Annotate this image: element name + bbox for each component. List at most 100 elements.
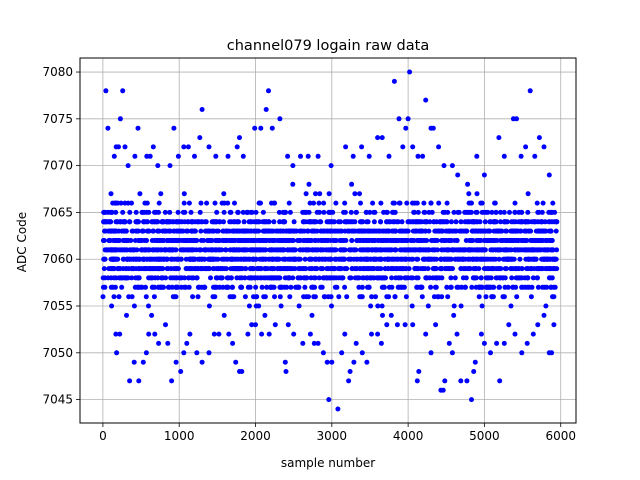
data-point <box>411 209 417 215</box>
data-point <box>136 378 142 384</box>
data-point <box>482 238 488 243</box>
data-point <box>432 284 438 290</box>
data-point <box>194 275 200 281</box>
data-point <box>462 247 468 253</box>
data-point <box>241 238 247 243</box>
data-point <box>471 369 477 374</box>
data-point <box>240 209 246 215</box>
data-point <box>394 322 400 328</box>
data-point <box>366 228 372 234</box>
data-point <box>302 284 308 290</box>
data-point <box>430 125 436 131</box>
data-point <box>231 219 237 225</box>
data-point <box>284 284 290 290</box>
data-point <box>459 256 465 262</box>
data-point <box>455 284 461 290</box>
data-point <box>274 238 280 243</box>
data-point <box>541 144 547 150</box>
data-point <box>403 294 409 300</box>
data-point <box>252 228 257 234</box>
data-point <box>454 238 460 243</box>
data-point <box>471 228 477 234</box>
data-point <box>512 247 518 253</box>
data-point <box>192 266 198 272</box>
data-point <box>333 200 339 206</box>
data-point <box>259 275 264 281</box>
data-point <box>547 266 553 272</box>
data-point <box>174 219 180 225</box>
data-point <box>223 238 229 243</box>
data-point <box>122 247 128 253</box>
data-point <box>290 238 296 243</box>
data-point <box>287 228 293 234</box>
data-point <box>384 322 390 328</box>
data-point <box>353 209 359 215</box>
data-point <box>410 275 416 281</box>
data-point <box>474 219 480 225</box>
data-point <box>399 228 405 234</box>
data-point <box>548 228 554 234</box>
data-point <box>474 191 480 197</box>
data-point <box>213 266 219 272</box>
data-point <box>150 144 156 150</box>
data-point <box>395 238 401 243</box>
data-point <box>361 228 367 234</box>
data-point <box>542 284 548 290</box>
data-point <box>543 303 549 309</box>
data-point <box>386 153 392 159</box>
data-point <box>378 340 384 346</box>
data-point <box>143 294 149 300</box>
data-point <box>277 219 283 225</box>
data-point <box>526 284 532 290</box>
data-point <box>374 275 380 281</box>
data-point <box>336 219 342 225</box>
data-point <box>217 275 223 281</box>
data-point <box>223 247 229 253</box>
data-point <box>336 294 342 300</box>
data-point <box>249 322 255 328</box>
data-point <box>108 191 114 197</box>
data-point <box>405 116 411 122</box>
data-point <box>228 209 234 215</box>
data-point <box>198 228 204 234</box>
data-point <box>113 238 119 243</box>
data-point <box>307 266 313 272</box>
data-point <box>430 238 436 243</box>
data-point <box>162 209 168 215</box>
data-point <box>363 209 369 215</box>
data-point <box>163 322 168 328</box>
data-point <box>140 256 146 262</box>
data-point <box>232 200 237 206</box>
data-point <box>129 275 135 281</box>
data-point <box>129 228 135 234</box>
data-point <box>156 238 162 243</box>
data-point <box>501 294 507 300</box>
data-point <box>318 266 324 272</box>
data-point <box>215 238 221 243</box>
data-point <box>357 228 363 234</box>
data-point <box>109 303 115 309</box>
data-point <box>510 238 516 243</box>
data-point <box>306 181 312 187</box>
data-point <box>159 275 165 281</box>
data-point <box>512 209 518 215</box>
data-point <box>464 378 470 384</box>
data-point <box>156 200 162 206</box>
x-tick-label: 0 <box>99 429 107 443</box>
data-point <box>128 238 134 243</box>
data-point <box>322 294 328 300</box>
data-point <box>113 209 119 215</box>
data-point <box>302 219 308 225</box>
data-point <box>498 266 504 272</box>
data-point <box>156 209 161 215</box>
data-point <box>438 266 444 272</box>
data-point <box>185 219 191 225</box>
data-point <box>375 135 381 141</box>
data-point <box>496 256 502 262</box>
data-point <box>229 284 235 290</box>
data-point <box>391 78 397 84</box>
data-point <box>499 238 505 243</box>
data-point <box>124 312 129 318</box>
data-point <box>290 275 296 281</box>
